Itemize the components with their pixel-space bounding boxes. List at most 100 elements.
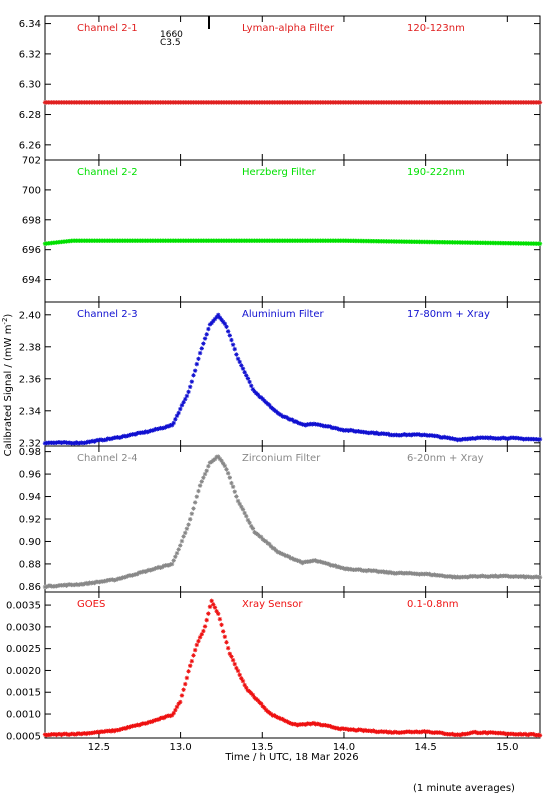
data-point [221, 319, 226, 325]
data-point [409, 433, 414, 438]
data-point [270, 406, 275, 411]
data-point [169, 423, 175, 428]
data-point [204, 617, 209, 623]
data-point [181, 687, 186, 692]
data-point [537, 100, 543, 105]
data-point [225, 645, 231, 651]
data-point [143, 721, 148, 726]
data-point [526, 732, 531, 738]
data-point [140, 569, 145, 575]
data-point [522, 575, 528, 580]
data-point [178, 699, 183, 705]
data-point [204, 468, 209, 473]
data-point [225, 329, 231, 334]
data-point [351, 727, 356, 732]
data-point [450, 436, 455, 441]
data-point [196, 488, 201, 494]
data-point [168, 713, 173, 719]
data-point [268, 544, 274, 549]
data-point [186, 669, 191, 674]
data-point [181, 534, 186, 539]
data-point [171, 558, 176, 563]
y-tick-label: 0.0005 [6, 731, 41, 742]
data-point [417, 432, 422, 437]
data-point [268, 711, 274, 717]
data-point [227, 475, 232, 480]
y-tick-label: 0.86 [19, 582, 41, 593]
x-tick-label: 12.5 [88, 742, 110, 753]
data-point [115, 435, 120, 440]
band-label: 190-222nm [407, 167, 465, 178]
data-point [169, 713, 175, 718]
data-point [234, 494, 239, 499]
data-point [189, 658, 195, 664]
data-point [308, 721, 313, 727]
data-point [351, 428, 356, 434]
data-point [196, 638, 201, 644]
data-point [82, 581, 87, 586]
data-point [372, 431, 378, 436]
data-point [202, 471, 208, 477]
y-tick-label: 696 [22, 245, 41, 256]
data-point [189, 379, 195, 384]
data-point [262, 398, 267, 404]
data-point [103, 578, 109, 584]
data-point [278, 551, 284, 556]
data-point [237, 501, 242, 507]
data-point [386, 730, 391, 735]
data-point [97, 730, 102, 735]
data-point [79, 440, 84, 445]
data-point [204, 332, 209, 337]
data-point [374, 568, 379, 574]
data-point [344, 726, 350, 732]
data-point [113, 577, 119, 582]
data-point [308, 421, 313, 427]
data-point [458, 437, 463, 443]
y-tick-label: 2.36 [19, 374, 41, 385]
data-point [440, 730, 445, 736]
data-point [74, 582, 79, 587]
data-point [493, 573, 498, 578]
y-tick-label: 0.94 [19, 492, 41, 503]
data-point [277, 550, 282, 555]
data-point [423, 571, 429, 576]
y-tick-label: 698 [22, 215, 41, 226]
y-tick-label: 0.0025 [6, 644, 41, 655]
data-point [178, 543, 183, 548]
data-point [174, 413, 180, 418]
data-point [432, 730, 437, 735]
y-tick-label: 6.30 [19, 80, 41, 91]
data-point [239, 676, 244, 681]
data-point [221, 461, 226, 466]
data-point [433, 730, 439, 735]
data-point [211, 318, 216, 324]
data-point [125, 573, 130, 579]
data-point [234, 352, 239, 357]
panel-3: 2.32 2.34 2.36 2.38 2.40 Channel 2-3 Aluminium… [19, 301, 543, 449]
y-tick-label: 700 [22, 185, 41, 196]
data-point [245, 688, 251, 693]
data-point [183, 681, 188, 687]
data-point [341, 566, 346, 571]
data-point [209, 598, 214, 604]
data-point [263, 539, 269, 544]
data-point [174, 704, 180, 710]
data-point [283, 414, 289, 420]
data-point [173, 707, 178, 713]
data-point [222, 634, 228, 639]
data-point [260, 704, 265, 709]
panel-frame [44, 591, 541, 739]
band-label: 0.1-0.8nm [407, 599, 459, 610]
data-point [62, 582, 67, 587]
band-label: 120-123nm [407, 23, 465, 34]
y-tick-label: 6.28 [19, 110, 41, 121]
data-point [60, 583, 66, 588]
data-point [334, 725, 340, 731]
data-point [537, 733, 543, 738]
data-point [485, 435, 490, 440]
data-point [257, 394, 262, 400]
data-point [293, 722, 298, 727]
data-point [145, 568, 150, 573]
panel-1: 6.26 6.28 6.30 6.32 6.34 Channel 2-1 Lyman-alp… [19, 15, 543, 161]
